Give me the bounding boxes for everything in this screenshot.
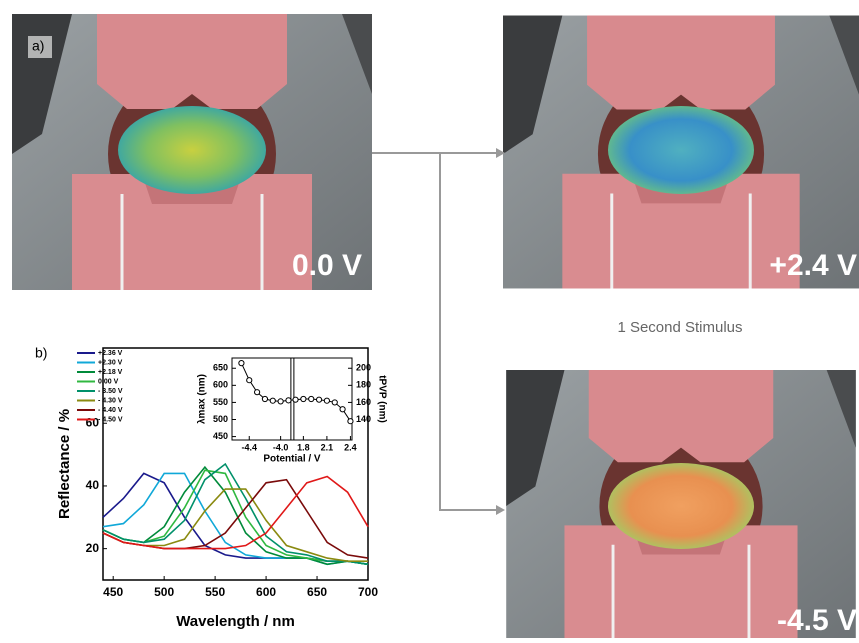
x-tick-label: -4.4 bbox=[241, 442, 257, 452]
y2-tick-label: 140 bbox=[356, 414, 371, 424]
x-tick-label: 2.4 bbox=[344, 442, 357, 452]
x-tick-label: 550 bbox=[205, 585, 225, 599]
data-point bbox=[332, 400, 337, 405]
data-point bbox=[316, 397, 321, 402]
series-line bbox=[103, 489, 368, 561]
y-tick-label: 450 bbox=[213, 431, 228, 441]
data-point bbox=[293, 397, 298, 402]
panel-label: a) bbox=[32, 38, 44, 54]
data-point bbox=[286, 398, 291, 403]
panel-label: b) bbox=[35, 345, 47, 361]
x-tick-label: 2.1 bbox=[321, 442, 334, 452]
series-line bbox=[103, 473, 368, 564]
x-axis-label: Potential / V bbox=[263, 454, 321, 465]
y-axis-label: λmax (nm) bbox=[197, 374, 208, 424]
data-point bbox=[348, 419, 353, 424]
y2-tick-label: 160 bbox=[356, 397, 371, 407]
x-tick-label: -4.0 bbox=[273, 442, 289, 452]
y-tick-label: 550 bbox=[213, 397, 228, 407]
data-point bbox=[270, 398, 275, 403]
x-tick-label: 450 bbox=[103, 585, 123, 599]
photo-caption: +2.4 V bbox=[769, 249, 857, 282]
data-point bbox=[309, 396, 314, 401]
legend-label: - 4.50 V bbox=[98, 416, 123, 423]
legend-label: +2.36 V bbox=[98, 350, 123, 357]
series-line bbox=[103, 470, 368, 564]
data-point bbox=[324, 398, 329, 403]
y-tick-label: 20 bbox=[86, 541, 100, 555]
y-tick-label: 650 bbox=[213, 363, 228, 373]
arrows bbox=[372, 153, 496, 510]
legend-label: 0.00 V bbox=[98, 378, 119, 385]
data-point bbox=[254, 390, 259, 395]
data-point bbox=[239, 361, 244, 366]
y-tick-label: 40 bbox=[86, 478, 100, 492]
legend-label: - 3.50 V bbox=[98, 388, 123, 395]
y2-tick-label: 180 bbox=[356, 380, 371, 390]
data-point bbox=[278, 399, 283, 404]
series-line bbox=[103, 473, 368, 564]
legend-label: +2.18 V bbox=[98, 369, 123, 376]
y-tick-label: 500 bbox=[213, 414, 228, 424]
y-tick-label: 600 bbox=[213, 380, 228, 390]
legend-label: +2.30 V bbox=[98, 359, 123, 366]
x-tick-label: 650 bbox=[307, 585, 327, 599]
photo-caption: 0.0 V bbox=[292, 249, 362, 282]
x-tick-label: 1.8 bbox=[297, 442, 310, 452]
legend-label: - 4.30 V bbox=[98, 397, 123, 404]
x-axis-label: Wavelength / nm bbox=[176, 613, 295, 630]
data-point bbox=[340, 407, 345, 412]
stimulus-label: 1 Second Stimulus bbox=[617, 319, 742, 336]
x-tick-label: 600 bbox=[256, 585, 276, 599]
figure: a) 0.0 V +2.4 V -4.5 V 1 Second Stimulus… bbox=[0, 0, 859, 638]
data-point bbox=[262, 396, 267, 401]
legend-label: - 4.40 V bbox=[98, 407, 123, 414]
x-tick-label: 500 bbox=[154, 585, 174, 599]
photo-caption: -4.5 V bbox=[777, 604, 857, 637]
data-point bbox=[247, 378, 252, 383]
y2-axis-label: tPVP (nm) bbox=[376, 375, 387, 423]
x-tick-label: 700 bbox=[358, 585, 378, 599]
plot-frame bbox=[232, 358, 352, 440]
data-point bbox=[301, 396, 306, 401]
y-axis-label: Reflectance / % bbox=[56, 409, 73, 519]
y2-tick-label: 200 bbox=[356, 363, 371, 373]
